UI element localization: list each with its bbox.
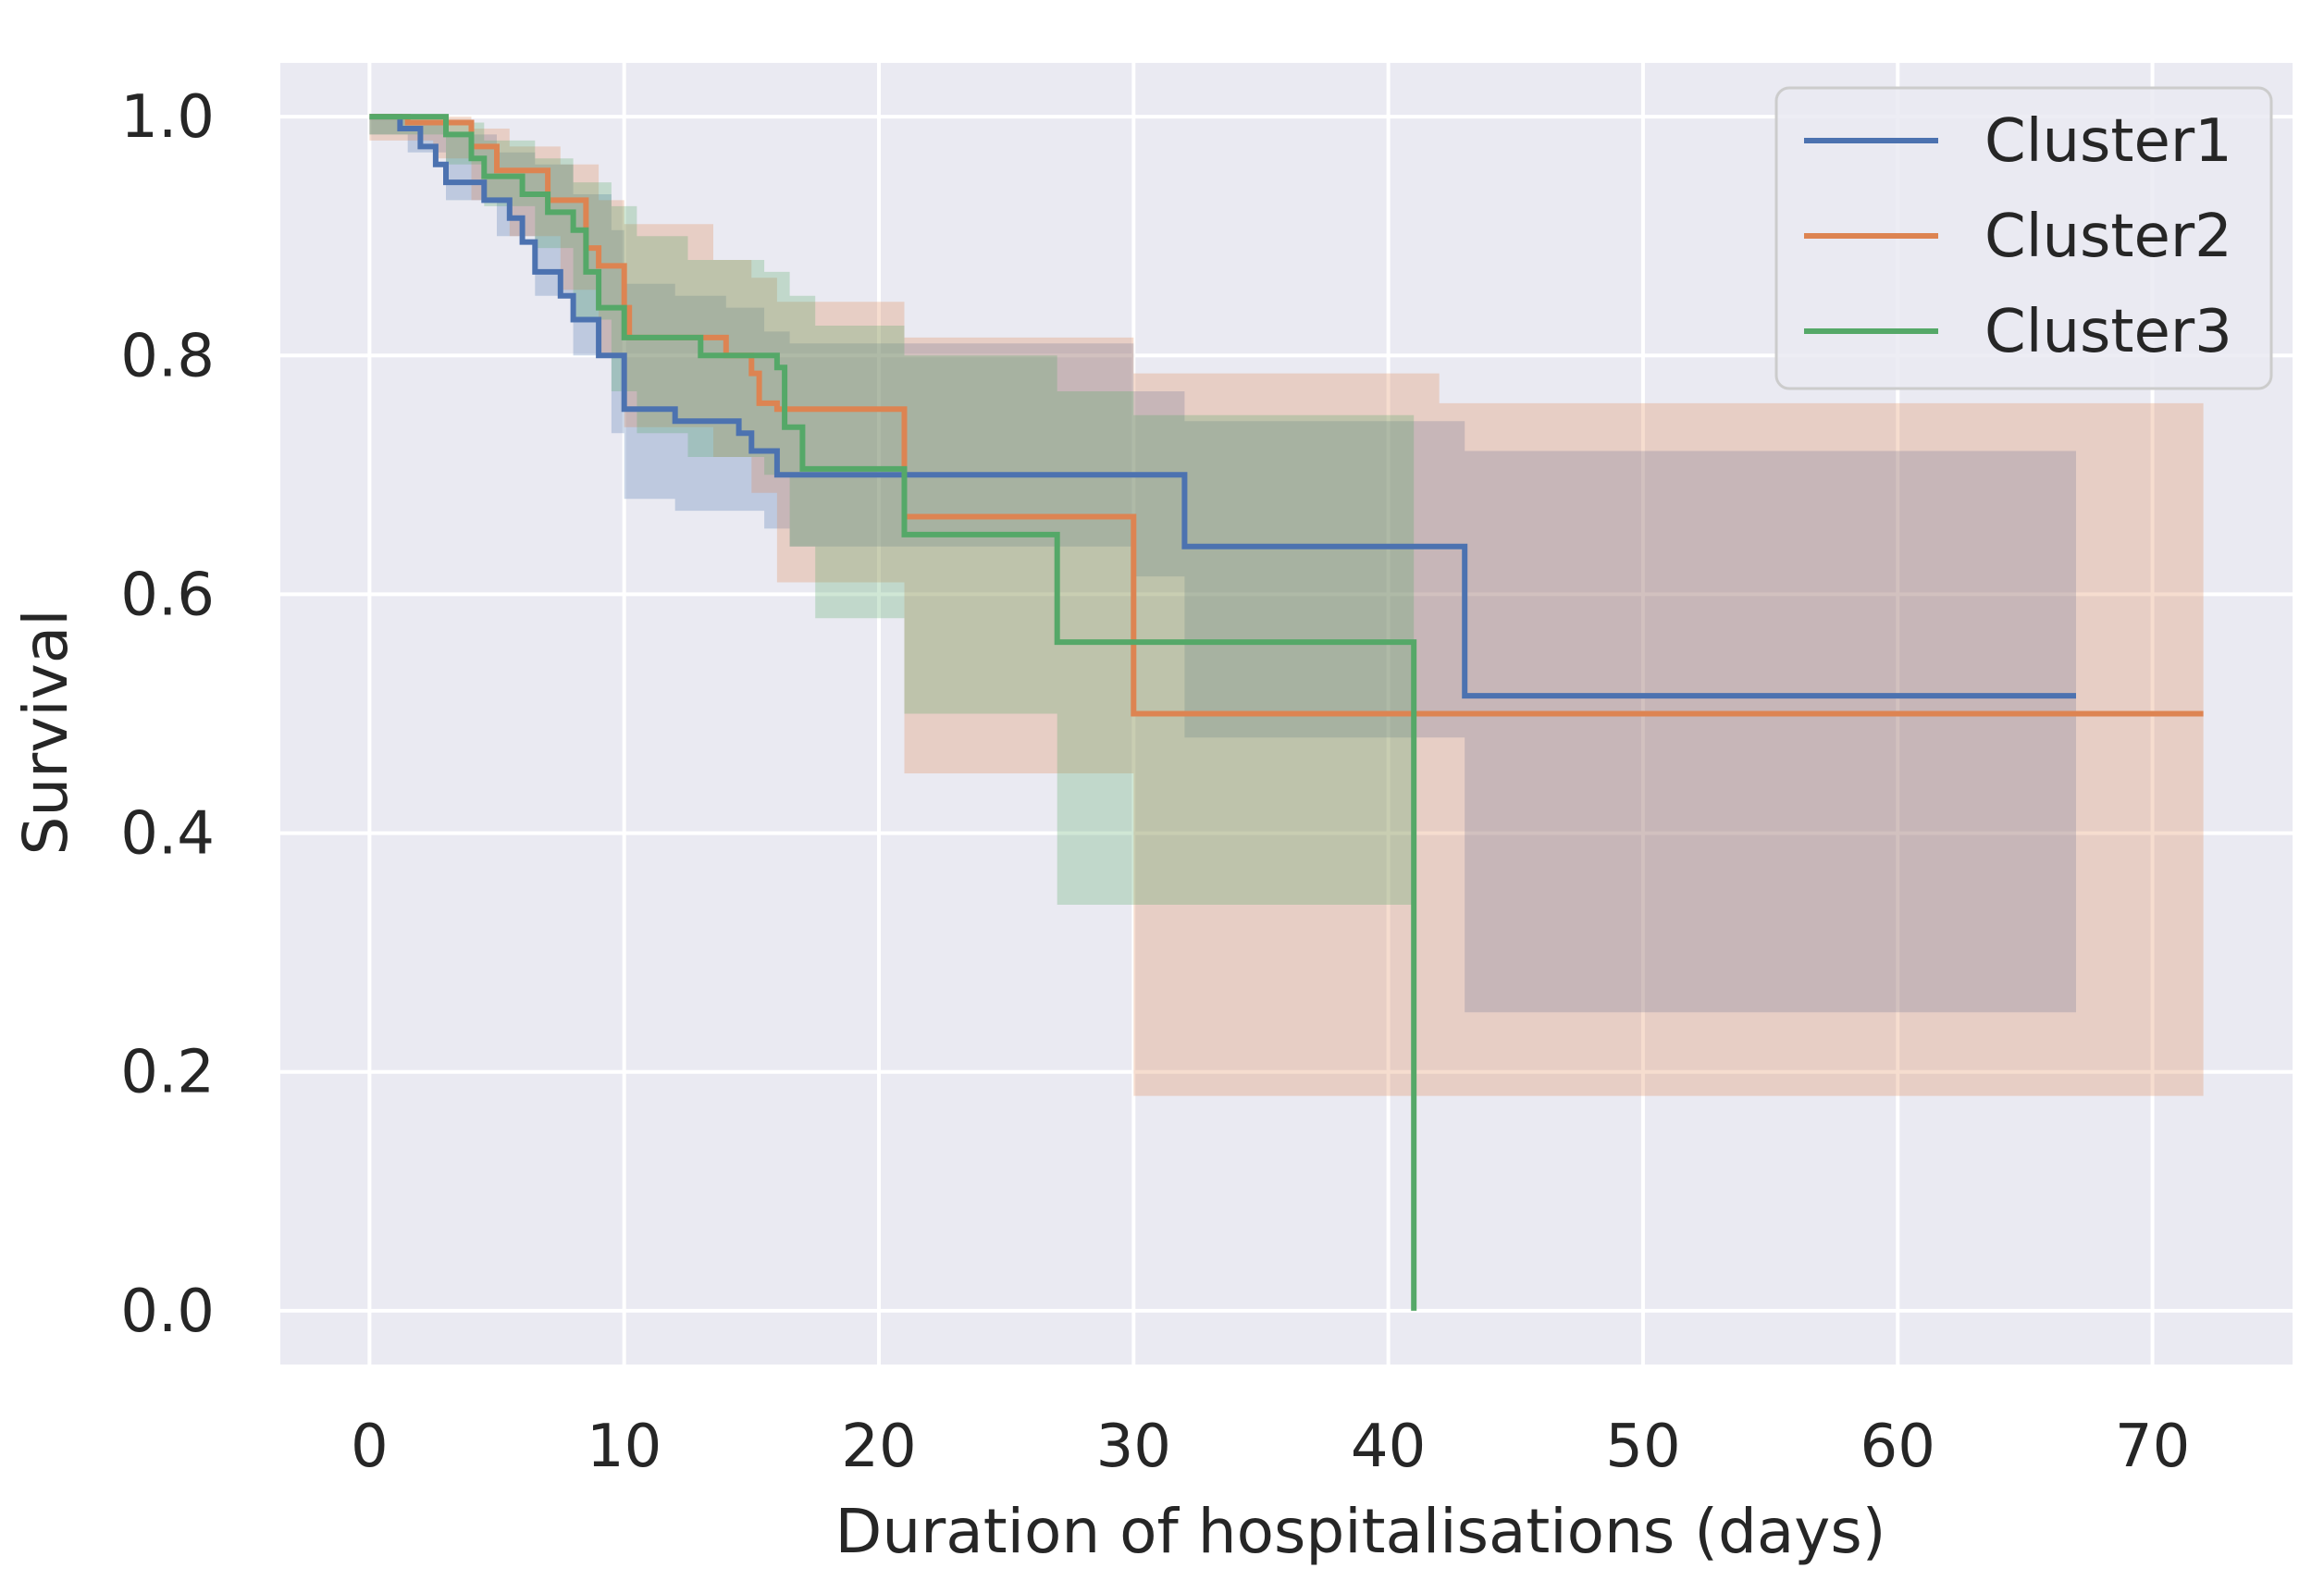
x-axis-label: Duration of hospitalisations (days) <box>835 1496 1886 1567</box>
x-tick-label: 50 <box>1605 1413 1680 1481</box>
x-tick-label: 70 <box>2115 1413 2190 1481</box>
tick-labels: 0 10 20 30 40 50 60 70 0.0 0.2 0.4 0.6 0.8 1.0 <box>120 83 2190 1481</box>
line-cluster3 <box>369 114 1417 1311</box>
y-tick-label: 0.8 <box>120 322 215 390</box>
x-tick-label: 30 <box>1096 1413 1171 1481</box>
y-tick-label: 0.2 <box>120 1039 215 1107</box>
legend-label-cluster2: Cluster2 <box>1984 203 2232 271</box>
y-tick-label: 0.0 <box>120 1278 215 1346</box>
x-tick-label: 60 <box>1860 1413 1935 1481</box>
y-tick-label: 0.4 <box>120 800 215 869</box>
line-cluster1 <box>369 114 2076 699</box>
x-tick-label: 0 <box>351 1413 389 1481</box>
legend: Cluster1 Cluster2 Cluster3 <box>1774 86 2273 390</box>
survival-lines <box>369 114 2204 1311</box>
y-axis-label: Survival <box>10 609 81 855</box>
ci-band-cluster1 <box>369 117 2076 1013</box>
legend-box <box>1774 86 2273 390</box>
y-tick-label: 1.0 <box>120 83 215 152</box>
legend-label-cluster1: Cluster1 <box>1984 107 2232 176</box>
y-tick-label: 0.6 <box>120 561 215 629</box>
legend-label-cluster3: Cluster3 <box>1984 298 2232 366</box>
ci-band-cluster2 <box>369 117 2204 1096</box>
x-tick-label: 10 <box>587 1413 661 1481</box>
x-tick-label: 20 <box>841 1413 916 1481</box>
x-tick-label: 40 <box>1351 1413 1426 1481</box>
